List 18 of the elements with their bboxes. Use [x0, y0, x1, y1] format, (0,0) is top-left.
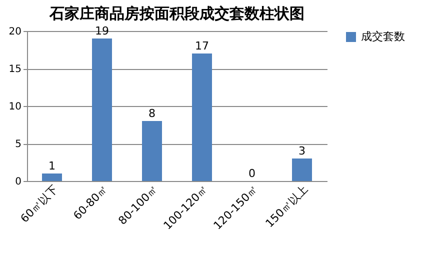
data-label: 8 — [148, 107, 156, 120]
bar — [92, 38, 112, 181]
bar — [42, 174, 62, 181]
data-label: 19 — [95, 24, 109, 38]
data-label: 3 — [298, 144, 306, 158]
bar — [292, 158, 312, 181]
data-label: 17 — [195, 40, 209, 52]
chart-title: 石家庄商品房按面积段成交套数柱状图 — [48, 4, 304, 22]
y-tick-label: 0 — [15, 176, 22, 188]
bar — [142, 121, 162, 181]
legend-label: 成交套数 — [361, 30, 405, 43]
data-label: 0 — [248, 167, 256, 180]
y-tick-label: 20 — [8, 26, 22, 38]
y-tick-label: 10 — [8, 102, 22, 112]
y-tick-label: 15 — [8, 64, 22, 75]
bar — [192, 54, 212, 181]
y-tick-label: 5 — [15, 139, 22, 150]
data-label: 1 — [48, 160, 56, 172]
